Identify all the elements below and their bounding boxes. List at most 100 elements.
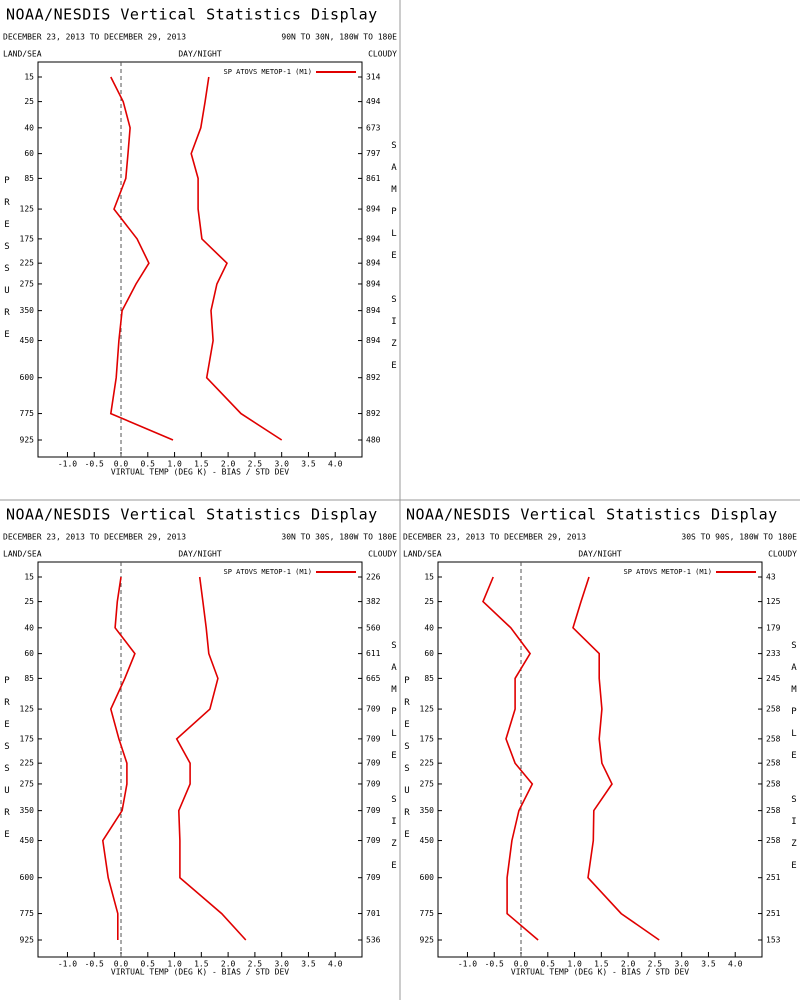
y-tick-label: 275: [420, 779, 435, 788]
date-range: DECEMBER 23, 2013 TO DECEMBER 29, 2013: [3, 533, 186, 542]
y-tick-label: 450: [20, 336, 35, 345]
sample-size-label: 314: [366, 73, 381, 82]
sample-size-label: 258: [766, 705, 781, 714]
sample-size-label: 894: [366, 279, 381, 288]
y-tick-label: 775: [20, 409, 35, 418]
x-tick-label: 1.5: [194, 460, 209, 469]
sample-size-label: 43: [766, 573, 776, 582]
y-tick-label: 25: [24, 97, 34, 106]
date-range: DECEMBER 23, 2013 TO DECEMBER 29, 2013: [403, 533, 586, 542]
sample-size-label: 892: [366, 409, 381, 418]
x-tick-label: -0.5: [485, 960, 504, 969]
y-axis-label: PRESSURE: [2, 676, 12, 852]
y-tick-label: 600: [420, 873, 435, 882]
y-tick-label: 40: [24, 123, 34, 132]
y-tick-label: 175: [20, 734, 35, 743]
y2-axis-label: SAMPLE SIZE: [389, 141, 399, 383]
y-tick-label: 15: [24, 73, 34, 82]
x-tick-label: 2.0: [221, 460, 236, 469]
y-tick-label: 450: [420, 836, 435, 845]
x-axis-label: VIRTUAL TEMP (DEG K) - BIAS / STD DEV: [111, 468, 289, 477]
x-tick-label: 4.0: [328, 460, 343, 469]
sample-size-label: 709: [366, 759, 381, 768]
region: 90N TO 30N, 180W TO 180E: [281, 33, 397, 42]
sample-size-label: 709: [366, 806, 381, 815]
sample-size-label: 258: [766, 759, 781, 768]
x-tick-label: 2.5: [248, 460, 263, 469]
y-tick-label: 175: [20, 234, 35, 243]
y-tick-label: 60: [24, 149, 34, 158]
x-tick-label: 3.0: [674, 960, 689, 969]
y-tick-label: 225: [20, 259, 35, 268]
sample-size-label: 894: [366, 259, 381, 268]
y-tick-label: 350: [420, 806, 435, 815]
x-tick-label: 3.5: [301, 460, 316, 469]
y-axis-label: PRESSURE: [2, 176, 12, 352]
y-tick-label: 15: [424, 573, 434, 582]
x-tick-label: -1.0: [58, 960, 77, 969]
plot-frame: [437, 561, 763, 958]
y-tick-label: 275: [20, 779, 35, 788]
sample-size-label: 894: [366, 205, 381, 214]
sample-size-label: 258: [766, 806, 781, 815]
date-range: DECEMBER 23, 2013 TO DECEMBER 29, 2013: [3, 33, 186, 42]
y-tick-label: 85: [24, 674, 34, 683]
profile-line: [190, 76, 283, 441]
x-tick-label: 2.5: [648, 960, 663, 969]
y-tick-label: 775: [20, 909, 35, 918]
sample-size-label: 251: [766, 909, 781, 918]
sample-size-label: 894: [366, 336, 381, 345]
sample-size-label: 480: [366, 436, 381, 445]
cloudy-label: CLOUDY: [768, 550, 797, 559]
y-tick-label: 925: [20, 936, 35, 945]
y-tick-label: 60: [424, 649, 434, 658]
chart-title: NOAA/NESDIS Vertical Statistics Display: [6, 506, 378, 524]
profile-line: [101, 576, 136, 940]
panel: NOAA/NESDIS Vertical Statistics Display D…: [2, 6, 399, 477]
x-tick-label: 0.0: [514, 960, 529, 969]
x-tick-label: 3.0: [274, 960, 289, 969]
sample-size-label: 179: [766, 623, 781, 632]
x-tick-label: 3.0: [274, 460, 289, 469]
x-tick-label: 0.5: [141, 960, 156, 969]
sample-size-label: 797: [366, 149, 381, 158]
sample-size-label: 382: [366, 597, 381, 606]
region: 30S TO 90S, 180W TO 180E: [681, 533, 797, 542]
y2-axis-label: SAMPLE SIZE: [789, 641, 799, 883]
y-tick-label: 925: [420, 936, 435, 945]
legend-label: SP ATOVS METOP-1 (M1): [623, 568, 712, 576]
y-tick-label: 25: [24, 597, 34, 606]
x-tick-label: 1.0: [167, 960, 182, 969]
plot-frame: [37, 561, 363, 958]
x-tick-label: 4.0: [328, 960, 343, 969]
sample-size-label: 153: [766, 936, 781, 945]
sample-size-label: 701: [366, 909, 381, 918]
profile-line: [175, 576, 247, 941]
y-tick-label: 925: [20, 436, 35, 445]
day-night-label: DAY/NIGHT: [578, 550, 622, 559]
y-tick-label: 125: [20, 705, 35, 714]
y-tick-label: 775: [420, 909, 435, 918]
y-tick-label: 450: [20, 836, 35, 845]
y-tick-label: 350: [20, 306, 35, 315]
y-tick-label: 125: [420, 705, 435, 714]
x-tick-label: 1.5: [194, 960, 209, 969]
chart-title: NOAA/NESDIS Vertical Statistics Display: [6, 6, 378, 24]
y-tick-label: 60: [24, 649, 34, 658]
panel: NOAA/NESDIS Vertical Statistics Display D…: [2, 506, 399, 977]
x-tick-label: 2.0: [621, 960, 636, 969]
sample-size-label: 258: [766, 734, 781, 743]
y-tick-label: 175: [420, 734, 435, 743]
sample-size-label: 665: [366, 674, 381, 683]
y-tick-label: 15: [24, 573, 34, 582]
profile-line: [109, 76, 174, 441]
chart-title: NOAA/NESDIS Vertical Statistics Display: [406, 506, 778, 524]
sample-size-label: 709: [366, 705, 381, 714]
cloudy-label: CLOUDY: [368, 50, 397, 59]
y-tick-label: 275: [20, 279, 35, 288]
x-tick-label: -0.5: [85, 960, 104, 969]
y2-axis-label: SAMPLE SIZE: [389, 641, 399, 883]
y-tick-label: 225: [420, 759, 435, 768]
sample-size-label: 258: [766, 779, 781, 788]
